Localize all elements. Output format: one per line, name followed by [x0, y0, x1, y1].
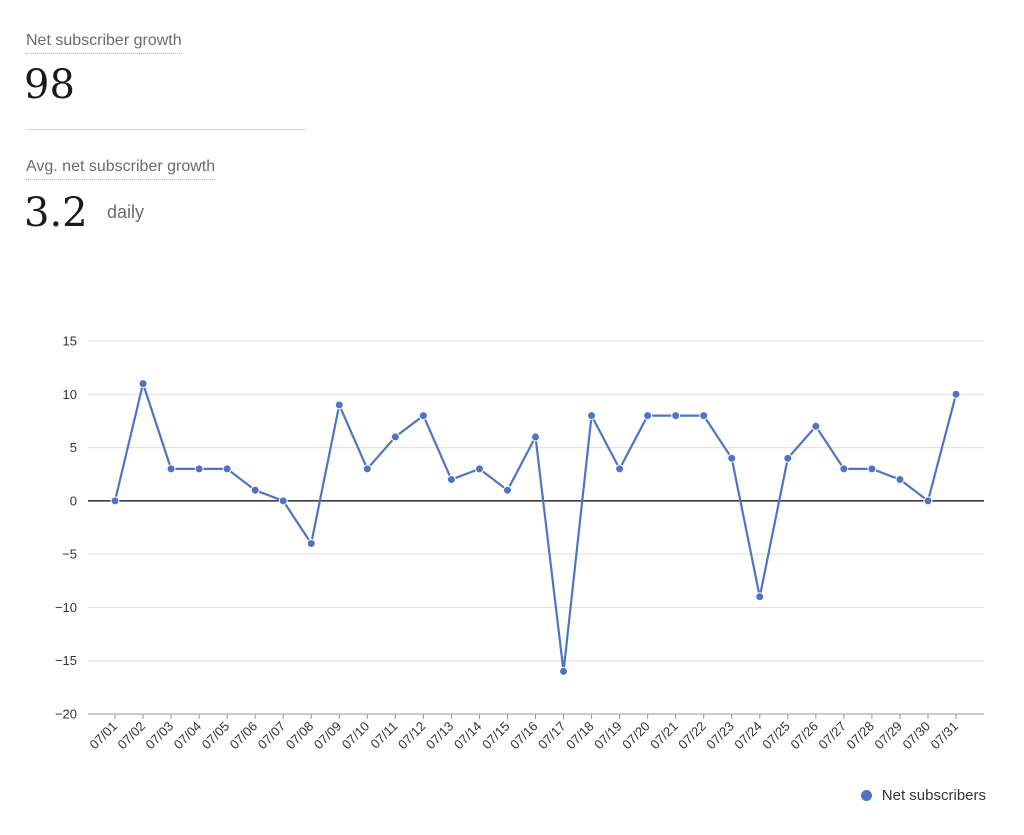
x-tick-label: 07/29 — [871, 719, 905, 753]
y-tick-label: −15 — [55, 653, 77, 668]
x-tick-label: 07/09 — [311, 719, 345, 753]
data-point — [811, 421, 821, 431]
y-tick-label: −10 — [55, 600, 77, 615]
chart-legend[interactable]: Net subscribers — [860, 787, 986, 804]
x-tick-label: 07/18 — [563, 719, 597, 753]
x-tick-label: 07/07 — [255, 719, 289, 753]
x-tick-label: 07/14 — [451, 719, 485, 753]
legend-label: Net subscribers — [881, 787, 986, 804]
x-tick-label: 07/01 — [87, 719, 121, 753]
data-point — [615, 464, 625, 474]
data-point — [502, 485, 512, 495]
x-tick-label: 07/23 — [703, 719, 737, 753]
x-tick-label: 07/19 — [591, 719, 625, 753]
data-point — [194, 464, 204, 474]
data-point — [138, 379, 148, 389]
data-point — [755, 592, 765, 602]
x-tick-label: 07/08 — [283, 719, 317, 753]
data-point — [951, 389, 961, 399]
data-point — [222, 464, 232, 474]
data-point — [643, 411, 653, 421]
data-point — [559, 666, 569, 676]
avg-growth-unit: daily — [107, 202, 145, 222]
x-tick-label: 07/17 — [535, 719, 569, 753]
data-point — [867, 464, 877, 474]
avg-growth-value: 3.2 — [24, 190, 88, 236]
y-tick-label: 10 — [63, 387, 77, 402]
avg-growth-label[interactable]: Avg. net subscriber growth — [26, 157, 216, 180]
x-tick-label: 07/04 — [171, 719, 205, 753]
x-tick-label: 07/20 — [619, 719, 653, 753]
series-line — [113, 382, 958, 673]
data-point — [306, 538, 316, 548]
x-tick-label: 07/16 — [507, 719, 541, 753]
data-point — [250, 485, 260, 495]
net-growth-value: 98 — [24, 62, 75, 108]
x-tick-label: 07/03 — [143, 719, 177, 753]
data-point — [110, 496, 120, 506]
data-point — [839, 464, 849, 474]
x-tick-label: 07/13 — [423, 719, 457, 753]
stat-divider — [26, 129, 306, 130]
legend-marker — [860, 790, 872, 801]
x-tick-label: 07/30 — [899, 719, 933, 753]
y-tick-label: 5 — [70, 440, 77, 455]
x-tick-label: 07/26 — [787, 719, 821, 753]
data-point — [390, 432, 400, 442]
data-point — [418, 411, 428, 421]
data-point — [278, 496, 288, 506]
x-tick-label: 07/21 — [647, 719, 681, 753]
x-tick-label: 07/10 — [339, 719, 373, 753]
y-tick-label: −5 — [62, 547, 77, 562]
net-growth-label[interactable]: Net subscriber growth — [26, 31, 182, 54]
x-tick-label: 07/05 — [199, 719, 233, 753]
data-point — [166, 464, 176, 474]
y-tick-label: −20 — [55, 707, 77, 722]
data-point — [923, 496, 933, 506]
x-tick-label: 07/27 — [815, 719, 849, 753]
x-tick-label: 07/02 — [115, 719, 149, 753]
y-tick-label: 0 — [70, 493, 77, 508]
x-tick-label: 07/24 — [731, 719, 765, 753]
x-tick-label: 07/12 — [395, 719, 429, 753]
y-tick-label: 15 — [63, 334, 77, 349]
data-point — [362, 464, 372, 474]
data-point — [671, 411, 681, 421]
data-point — [446, 475, 456, 485]
data-point — [699, 411, 709, 421]
x-tick-label: 07/31 — [928, 719, 962, 753]
x-tick-label: 07/06 — [227, 719, 261, 753]
data-point — [587, 411, 597, 421]
data-point — [727, 453, 737, 463]
x-tick-label: 07/22 — [675, 719, 709, 753]
data-point — [531, 432, 540, 442]
x-tick-label: 07/15 — [479, 719, 513, 753]
x-tick-label: 07/28 — [843, 719, 877, 753]
data-point — [783, 453, 793, 463]
data-point — [474, 464, 484, 474]
data-point — [895, 475, 905, 485]
data-point — [334, 400, 344, 410]
x-tick-label: 07/11 — [368, 719, 401, 752]
x-tick-label: 07/25 — [759, 719, 793, 753]
